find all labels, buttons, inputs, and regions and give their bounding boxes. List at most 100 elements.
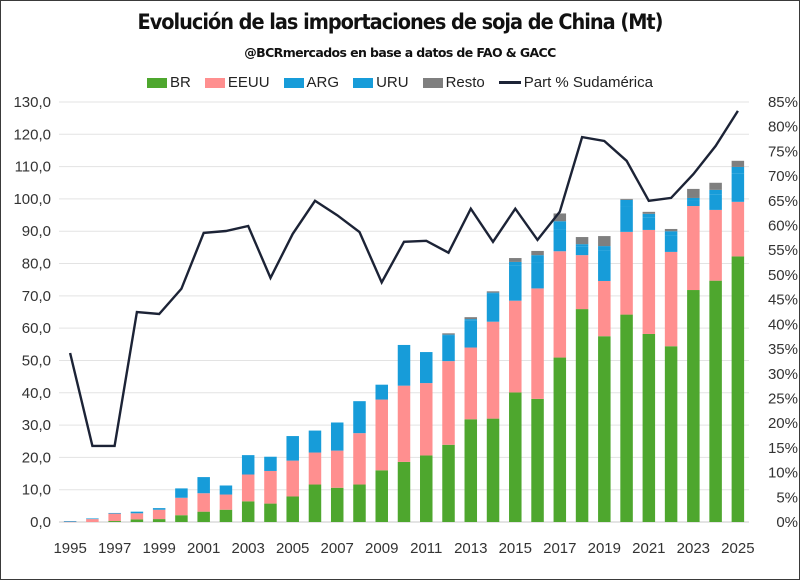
bar-segment-arg [598,250,611,281]
bar-segment-arg [130,511,144,514]
bar-segment-br [553,357,567,522]
bar-stack [731,160,745,522]
bar-segment-arg [86,518,99,520]
bar-segment-br [308,484,322,522]
bar-segment-arg [731,173,745,202]
bar-stack [397,344,411,522]
bar-segment-eeuu [442,361,455,445]
bar-segment-uru [442,334,455,336]
bar-stack [709,182,722,522]
bar-segment-uru [464,319,478,321]
y-tick-label: 120,0 [13,126,51,143]
bar-segment-arg [442,335,455,362]
legend-label-uru: URU [376,74,409,91]
bar-segment-eeuu [63,521,77,523]
bar-stack [531,250,544,522]
x-tick-label: 2025 [721,540,754,557]
bar-segment-eeuu [486,321,500,419]
bar-segment-br [464,419,478,522]
bar-segment-resto [575,237,589,245]
bar-segment-eeuu [175,497,188,516]
bar-segment-arg [219,485,233,495]
bar-segment-eeuu [509,300,522,393]
bar-segment-resto [664,228,678,232]
y2-tick-label: 40% [768,316,798,333]
bar-stack [330,422,344,522]
bar-segment-br [420,455,433,522]
bar-segment-uru [553,221,567,230]
bar-segment-eeuu [108,513,121,522]
y2-tick-label: 50% [768,267,798,284]
bar-stack [264,456,277,522]
bar-segment-eeuu [420,383,433,456]
bar-segment-arg [620,206,633,232]
y-tick-label: 90,0 [22,223,51,240]
bar-stack [375,384,388,522]
bar-segment-eeuu [664,251,678,347]
y2-tick-label: 80% [768,119,798,136]
bar-segment-arg [308,430,322,453]
bar-segment-resto [486,291,500,293]
x-tick-label: 2011 [410,540,442,557]
y2-tick-label: 55% [768,242,798,259]
bar-segment-arg [175,488,188,498]
bar-segment-eeuu [531,288,544,399]
bar-stack [63,521,77,523]
bar-segment-br [130,519,144,522]
bar-segment-eeuu [709,209,722,281]
legend-label-arg: ARG [306,74,340,91]
y2-tick-label: 10% [768,465,798,482]
bar-segment-eeuu [308,452,322,485]
legend-swatch-uru [353,77,374,88]
bar-segment-uru [509,261,522,266]
bar-segment-eeuu [197,493,210,512]
bar-segment-br [219,509,233,522]
bar-segment-arg [486,293,500,322]
bar-segment-uru [731,166,745,174]
y-axis-left: 0,0 10,0 20,0 30,0 40,0 50,0 60,0 70,0 80,0 90,0 1… [13,94,51,531]
bar-segment-eeuu [620,231,633,315]
bar-segment-uru [620,199,633,207]
bar-stack [575,237,589,522]
bars [63,160,745,523]
y-tick-label: 70,0 [22,288,51,305]
bar-segment-arg [664,235,678,252]
x-tick-label: 2021 [632,540,665,557]
y2-tick-label: 75% [768,143,798,160]
bar-segment-arg [286,436,299,461]
bar-segment-br [598,336,611,522]
chart-title: Evolución de las importaciones de soja d… [137,10,664,34]
bar-segment-arg [509,265,522,301]
y-tick-label: 100,0 [13,191,51,208]
bar-segment-arg [241,455,255,475]
legend-item-uru: URU [353,74,409,91]
bar-segment-eeuu [286,460,299,497]
bar-segment-eeuu [330,450,344,488]
y2-tick-label: 20% [768,415,798,432]
x-tick-label: 2003 [232,540,265,557]
y2-tick-label: 70% [768,168,798,185]
bar-segment-eeuu [731,201,745,257]
bar-segment-eeuu [553,251,567,358]
bar-segment-eeuu [397,385,411,462]
bar-segment-br [197,511,210,522]
bar-segment-br [687,290,700,522]
bar-segment-br [575,309,589,522]
bar-segment-arg [464,320,478,348]
x-tick-label: 1999 [142,540,175,557]
legend-swatch-br [147,77,168,88]
bar-segment-uru [687,197,700,201]
y-tick-label: 10,0 [22,482,51,499]
bar-segment-arg [553,229,567,252]
legend-swatch-resto [422,77,443,88]
bar-stack [152,508,166,522]
y-tick-label: 60,0 [22,320,51,337]
bar-segment-eeuu [642,229,656,334]
bar-segment-arg [420,352,433,384]
y2-tick-label: 0% [776,514,798,531]
bar-stack [241,455,255,522]
y2-tick-label: 25% [768,390,798,407]
bar-segment-eeuu [375,399,388,471]
